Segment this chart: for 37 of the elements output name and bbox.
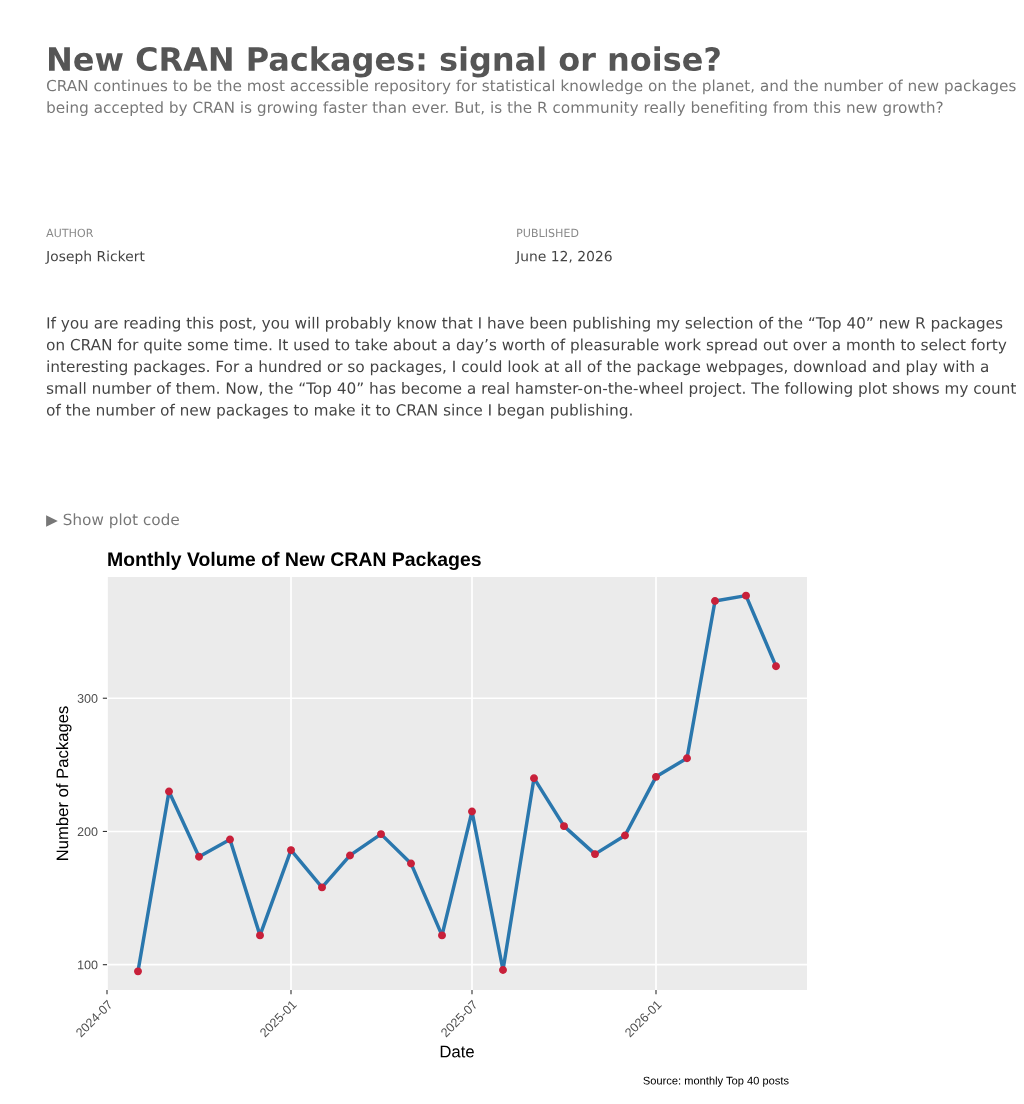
point [287, 846, 295, 855]
point [226, 835, 234, 844]
text: ▶ Show plot code [46, 513, 179, 529]
point [772, 662, 780, 671]
point [256, 931, 264, 940]
chart-title: Monthly Volume of New CRAN Packages [108, 551, 481, 571]
point [652, 772, 660, 781]
point [346, 851, 354, 860]
x-axis-title: Date [440, 1045, 474, 1058]
text: If you are reading this post, you will probably know that I have been publishing my selection of the “Top 40” new R packages on CRAN for quite some time. It used to take about a day’s worth of pleasurable work spread out over a month to select forty interesting packages. For a hundred or so packages, I could look at all of the package webpages, download and play with a small number of them. Now, the “Top 40” has become a real hamster-on-the-wheel project. The following plot shows my count of the number of new packages to make it to CRAN since I began publishing. [46, 316, 1016, 419]
point [134, 967, 142, 976]
y-tick-label: 200 [77, 827, 98, 837]
point [468, 807, 476, 816]
point [530, 774, 538, 783]
y-tick-label: 300 [77, 694, 98, 703]
text: New CRAN Packages: signal or noise? [49, 46, 720, 78]
source-note: Source: monthly Top 40 posts [643, 1076, 789, 1087]
y-axis-title: Number of Packages [56, 706, 72, 860]
point [195, 852, 203, 861]
text: CRAN continues to be the most accessible repository for statistical knowledge on the planet, and the number of new packages being accepted by CRAN is growing faster than ever. But, is the R community really benefiting from this new growth? [46, 79, 1016, 117]
point [711, 597, 719, 605]
point [499, 966, 507, 974]
y-tick-label: 100 [78, 960, 98, 970]
point [621, 831, 629, 840]
point [591, 850, 599, 859]
text: PUBLISHED [517, 228, 579, 238]
point [377, 830, 385, 839]
point [165, 787, 173, 796]
point [683, 754, 691, 763]
text: June 12, 2026 [515, 250, 612, 264]
text: AUTHOR [46, 228, 94, 238]
point [407, 859, 415, 868]
text: Joseph Rickert [45, 250, 145, 265]
point [318, 883, 326, 892]
point [438, 931, 446, 940]
point [560, 822, 568, 831]
point [742, 591, 750, 600]
